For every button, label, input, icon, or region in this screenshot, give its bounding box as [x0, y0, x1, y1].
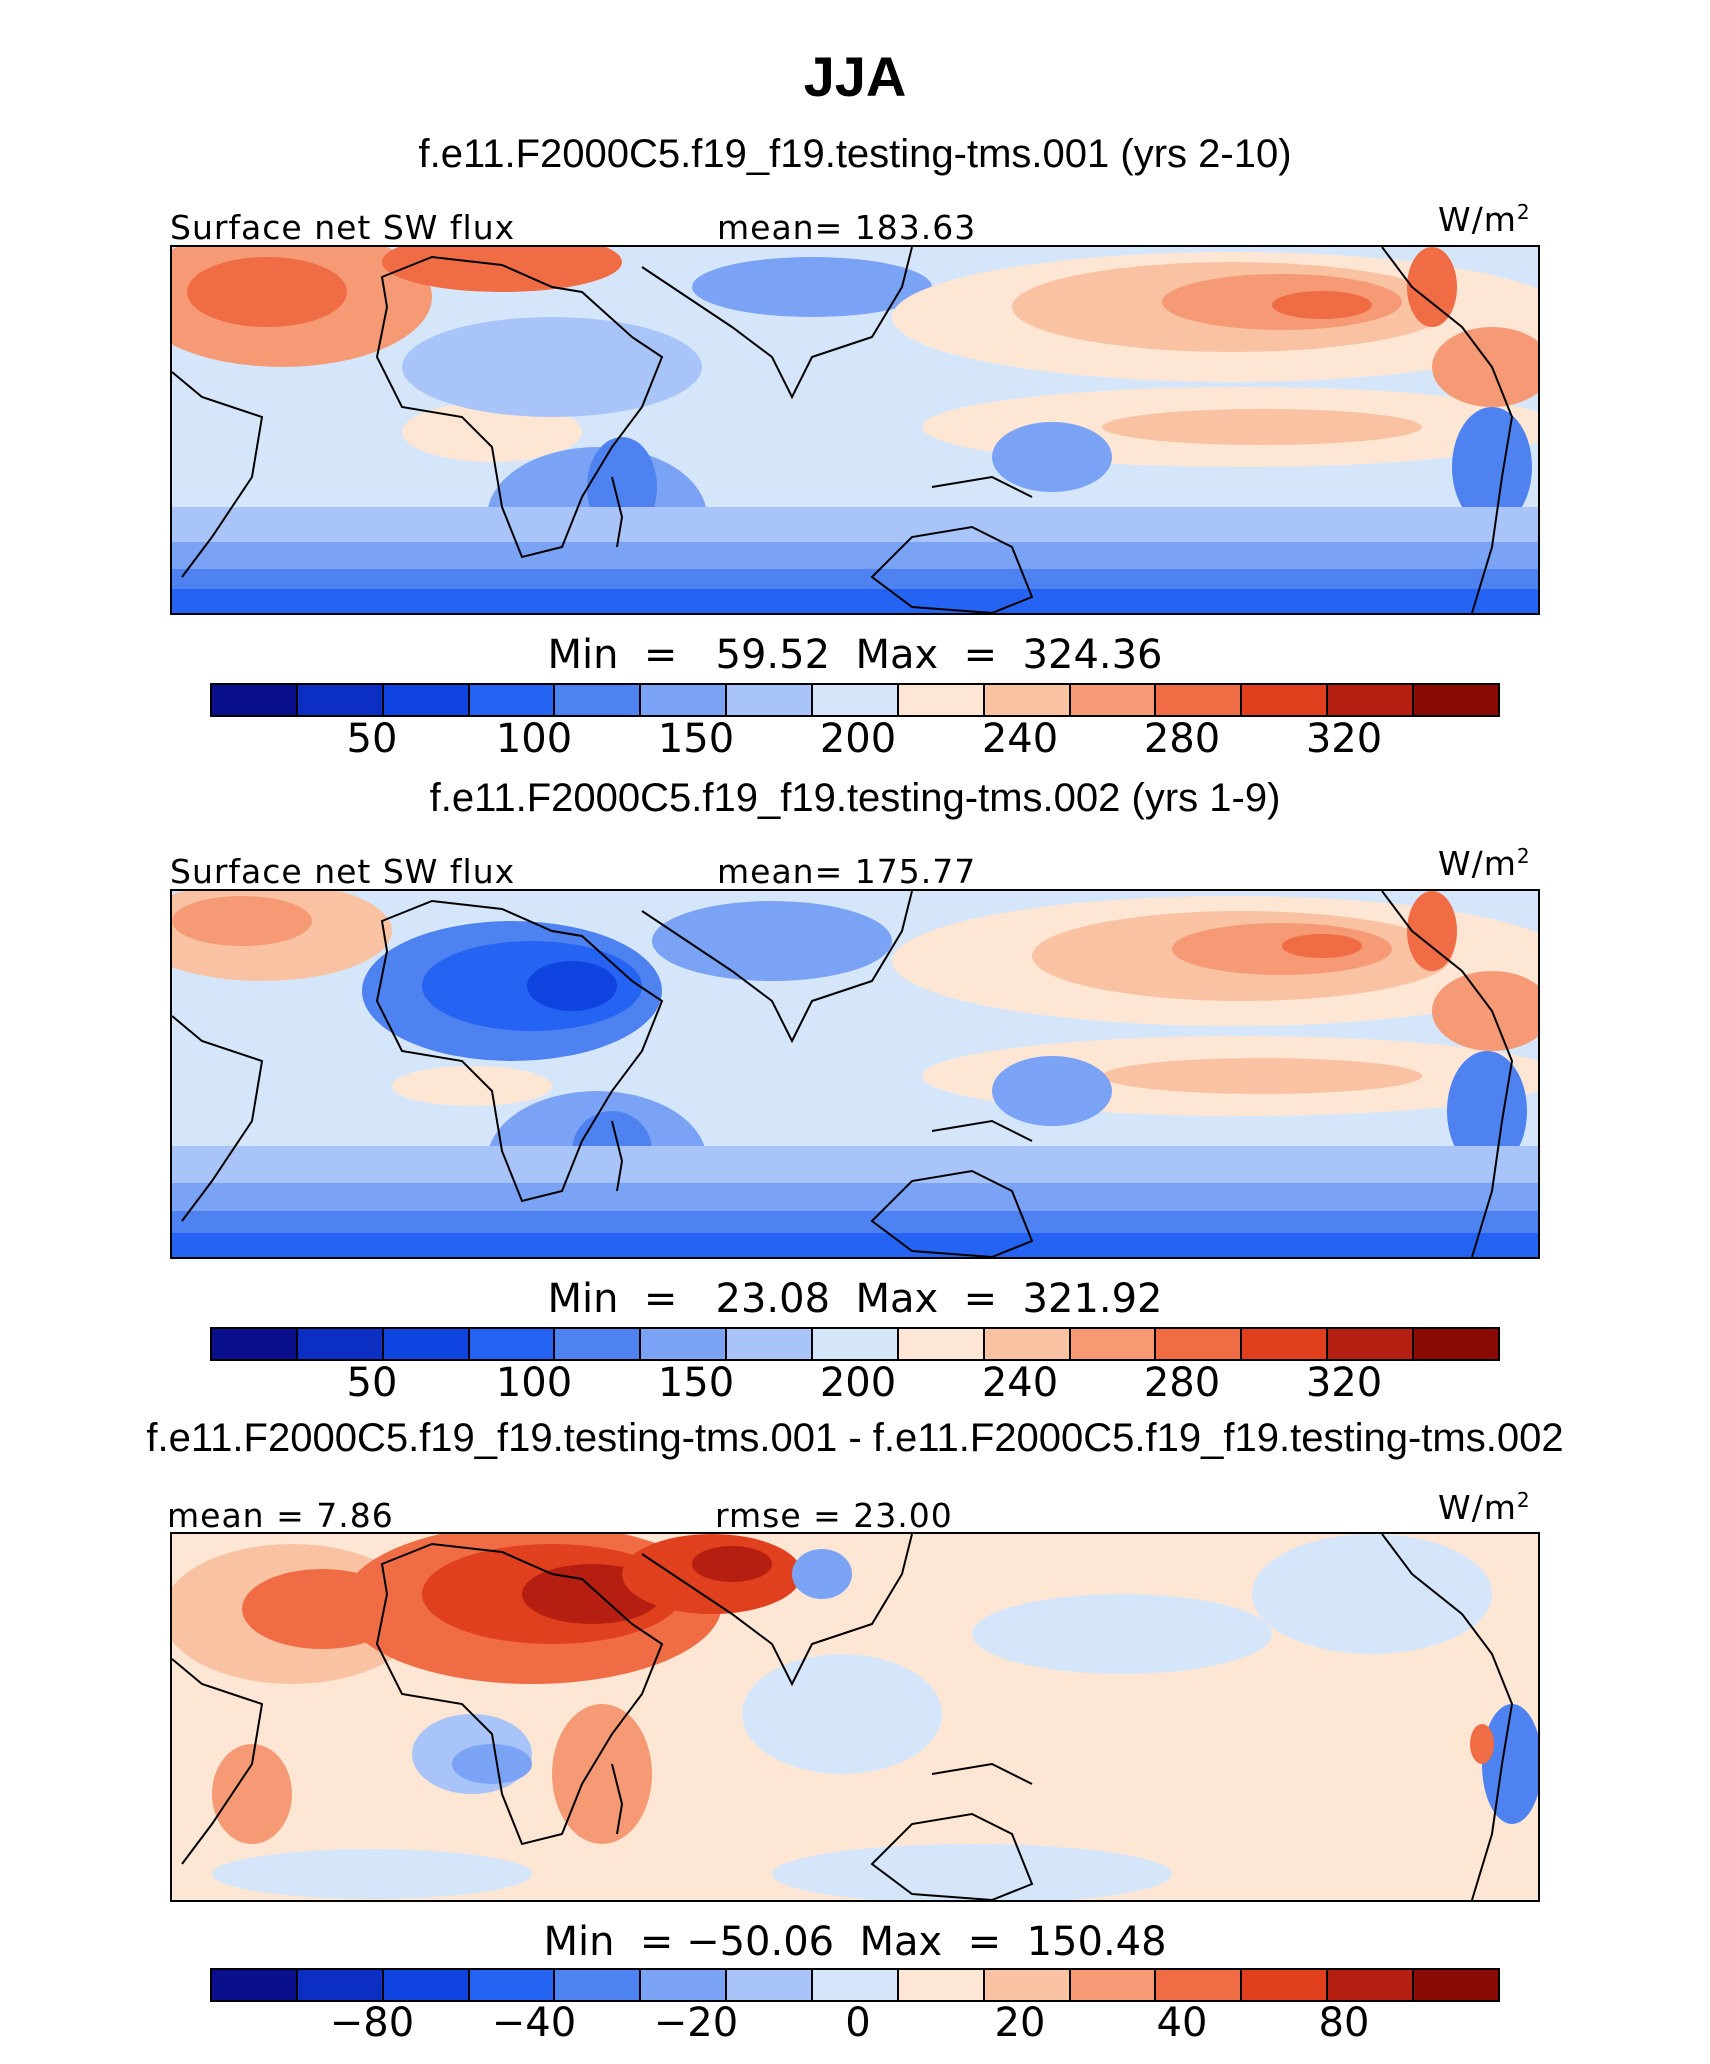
panel3-tick: −40 [491, 2000, 577, 2046]
panel3-tick: 80 [1318, 2000, 1370, 2046]
panel2-colorbar-ticks: 50 100 150 200 240 280 320 [210, 1360, 1500, 1406]
colorbar-box [813, 1329, 899, 1359]
panel2-mean-label: mean= 175.77 [717, 852, 977, 891]
panel1-minmax: Min = 59.52 Max = 324.36 [547, 632, 1163, 678]
panel2-map [170, 889, 1540, 1259]
panel3-case-title: f.e11.F2000C5.f19_f19.testing-tms.001 - … [146, 1416, 1564, 1460]
colorbar-box [898, 685, 985, 715]
panel1-map [170, 245, 1540, 615]
panel2-tick: 100 [495, 1360, 573, 1406]
panel2-case-title: f.e11.F2000C5.f19_f19.testing-tms.002 (y… [429, 776, 1281, 820]
panel1-tick: 100 [495, 716, 573, 762]
colorbar-box [555, 1329, 642, 1359]
panel1-map-field [172, 247, 1538, 613]
colorbar-box [297, 1329, 384, 1359]
panel1-coastlines [172, 247, 1514, 613]
panel3-colorbar [210, 1968, 1500, 2002]
colorbar-box [1070, 1329, 1157, 1359]
panel1-mean-label: mean= 183.63 [717, 208, 977, 247]
panel2-tick: 150 [657, 1360, 735, 1406]
panel3-tick: 20 [994, 2000, 1046, 2046]
panel2-variable-label: Surface net SW flux [170, 852, 516, 891]
panel2-map-field [172, 891, 1538, 1257]
colorbar-box [469, 685, 556, 715]
colorbar-box [1414, 685, 1498, 715]
panel3-mean-label: mean = 7.86 [167, 1496, 394, 1535]
panel1-case-title: f.e11.F2000C5.f19_f19.testing-tms.001 (y… [418, 132, 1292, 176]
panel2-tick: 200 [819, 1360, 897, 1406]
colorbar-box [641, 685, 728, 715]
panel1-variable-label: Surface net SW flux [170, 208, 516, 247]
colorbar-box [1156, 1329, 1243, 1359]
figure-title: JJA [803, 45, 907, 108]
panel1-tick: 200 [819, 716, 897, 762]
colorbar-box [1156, 1970, 1243, 2000]
panel3-tick: −80 [329, 2000, 415, 2046]
colorbar-box [1242, 1970, 1329, 2000]
panel1-tick: 240 [981, 716, 1059, 762]
colorbar-box [898, 1970, 985, 2000]
panel1-tick: 150 [657, 716, 735, 762]
panel2-tick: 320 [1305, 1360, 1383, 1406]
colorbar-box [727, 685, 814, 715]
panel2-coastlines [172, 891, 1514, 1257]
colorbar-box [383, 1329, 470, 1359]
panel3-coastlines [172, 1534, 1514, 1900]
colorbar-box [984, 1329, 1071, 1359]
colorbar-box [813, 1970, 899, 2000]
panel1-tick: 280 [1143, 716, 1221, 762]
colorbar-box [813, 685, 899, 715]
colorbar-box [1242, 1329, 1329, 1359]
colorbar-box [469, 1329, 556, 1359]
panel3-rmse-label: rmse = 23.00 [715, 1496, 953, 1535]
colorbar-box [1414, 1329, 1498, 1359]
colorbar-box [555, 685, 642, 715]
panel1-colorbar-ticks: 50 100 150 200 240 280 320 [210, 716, 1500, 762]
colorbar-box [297, 685, 384, 715]
colorbar-box [383, 685, 470, 715]
panel3-minmax: Min = −50.06 Max = 150.48 [543, 1919, 1167, 1965]
colorbar-box [1414, 1970, 1498, 2000]
panel2-tick: 280 [1143, 1360, 1221, 1406]
panel2-colorbar [210, 1327, 1500, 1361]
colorbar-box [1328, 685, 1415, 715]
colorbar-box [1070, 685, 1157, 715]
colorbar-box [1242, 685, 1329, 715]
colorbar-box [212, 1970, 298, 2000]
colorbar-box [297, 1970, 384, 2000]
panel3-tick: 40 [1156, 2000, 1208, 2046]
panel3-units: W/m2 [1438, 1488, 1531, 1527]
colorbar-box [1156, 685, 1243, 715]
colorbar-box [727, 1970, 814, 2000]
colorbar-box [898, 1329, 985, 1359]
panel3-colorbar-ticks: −80 −40 −20 0 20 40 80 [210, 2000, 1500, 2046]
colorbar-box [469, 1970, 556, 2000]
colorbar-box [641, 1970, 728, 2000]
colorbar-box [212, 685, 298, 715]
panel1-units: W/m2 [1438, 200, 1531, 239]
colorbar-box [727, 1329, 814, 1359]
panel1-tick: 320 [1305, 716, 1383, 762]
panel3-tick: 0 [845, 2000, 871, 2046]
panel1-colorbar [210, 683, 1500, 717]
panel3-map-field [172, 1534, 1538, 1900]
panel1-tick: 50 [346, 716, 398, 762]
panel3-map [170, 1532, 1540, 1902]
panel2-tick: 50 [346, 1360, 398, 1406]
colorbar-box [1328, 1970, 1415, 2000]
panel2-tick: 240 [981, 1360, 1059, 1406]
colorbar-box [555, 1970, 642, 2000]
panel2-units: W/m2 [1438, 844, 1531, 883]
panel2-minmax: Min = 23.08 Max = 321.92 [547, 1276, 1163, 1322]
colorbar-box [984, 1970, 1071, 2000]
colorbar-box [984, 685, 1071, 715]
colorbar-box [1070, 1970, 1157, 2000]
colorbar-box [641, 1329, 728, 1359]
colorbar-box [1328, 1329, 1415, 1359]
colorbar-box [212, 1329, 298, 1359]
colorbar-box [383, 1970, 470, 2000]
panel3-tick: −20 [653, 2000, 739, 2046]
